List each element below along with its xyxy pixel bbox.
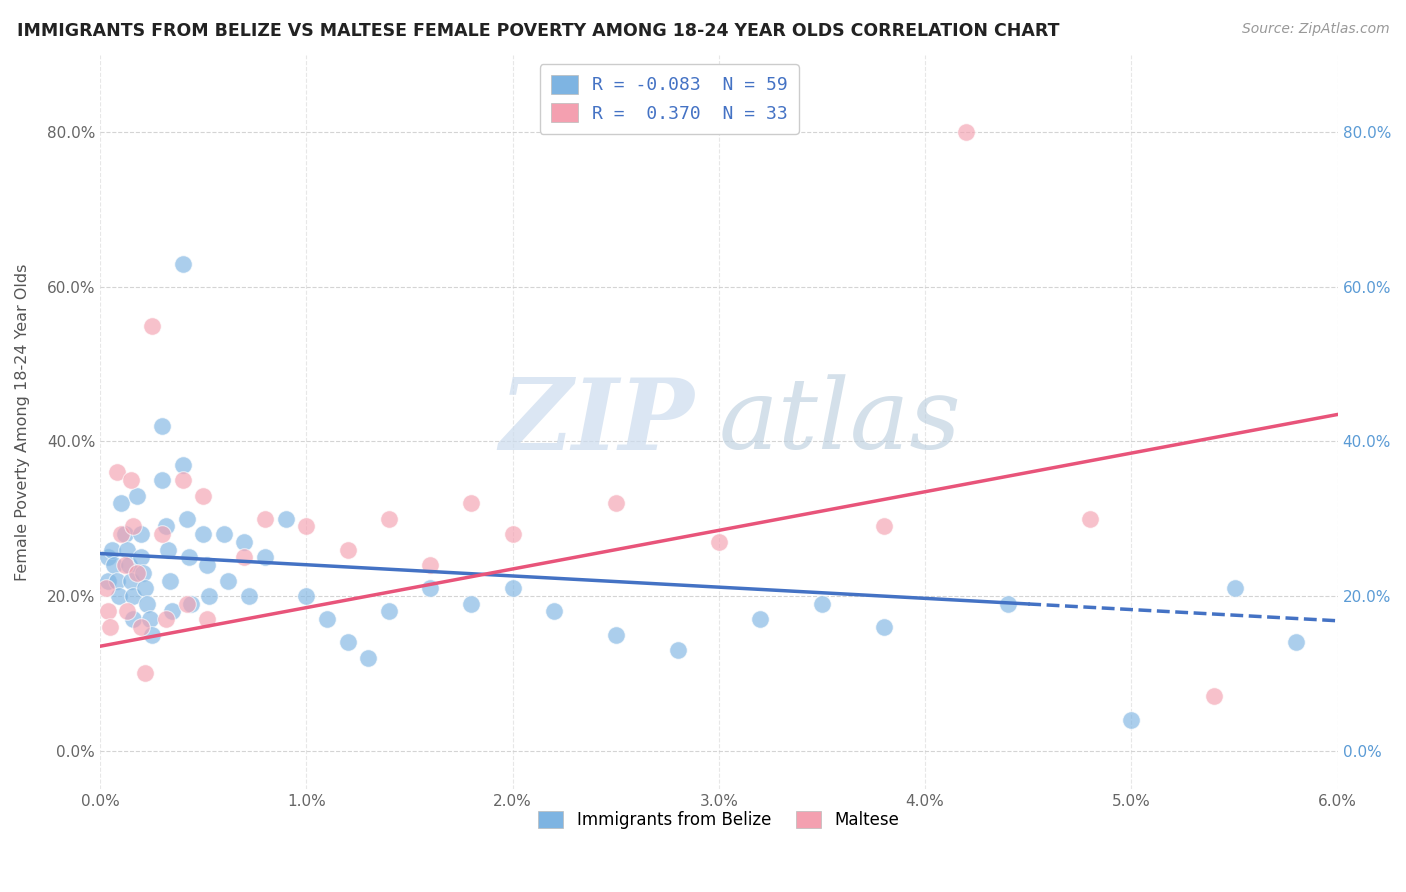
Point — [160, 605, 183, 619]
Point — [955, 125, 977, 139]
Point — [150, 419, 173, 434]
Point — [605, 496, 627, 510]
Point — [460, 597, 482, 611]
Point — [217, 574, 239, 588]
Point — [141, 628, 163, 642]
Legend: Immigrants from Belize, Maltese: Immigrants from Belize, Maltese — [531, 805, 905, 836]
Point — [122, 589, 145, 603]
Point — [1078, 512, 1101, 526]
Text: ZIP: ZIP — [499, 374, 695, 470]
Point — [212, 527, 235, 541]
Point — [460, 496, 482, 510]
Point — [357, 651, 380, 665]
Point — [115, 542, 138, 557]
Point — [155, 519, 177, 533]
Point — [129, 527, 152, 541]
Point — [105, 466, 128, 480]
Point — [378, 512, 401, 526]
Point — [134, 582, 156, 596]
Point — [873, 519, 896, 533]
Point — [122, 612, 145, 626]
Point — [115, 605, 138, 619]
Point — [103, 558, 125, 573]
Point — [666, 643, 689, 657]
Point — [238, 589, 260, 603]
Point — [419, 558, 441, 573]
Point — [129, 550, 152, 565]
Point — [233, 535, 256, 549]
Point — [191, 527, 214, 541]
Point — [157, 542, 180, 557]
Text: atlas: atlas — [718, 375, 962, 470]
Point — [295, 519, 318, 533]
Point — [195, 558, 218, 573]
Point — [114, 527, 136, 541]
Point — [707, 535, 730, 549]
Point — [316, 612, 339, 626]
Point — [176, 597, 198, 611]
Point — [502, 527, 524, 541]
Point — [997, 597, 1019, 611]
Point — [336, 635, 359, 649]
Point — [1285, 635, 1308, 649]
Point — [120, 473, 142, 487]
Point — [811, 597, 834, 611]
Point — [141, 318, 163, 333]
Point — [172, 458, 194, 472]
Point — [180, 597, 202, 611]
Point — [97, 550, 120, 565]
Point — [502, 582, 524, 596]
Point — [254, 550, 277, 565]
Point — [191, 489, 214, 503]
Point — [172, 257, 194, 271]
Point — [127, 566, 149, 580]
Point — [378, 605, 401, 619]
Point — [749, 612, 772, 626]
Point — [195, 612, 218, 626]
Point — [176, 512, 198, 526]
Point — [110, 527, 132, 541]
Point — [1121, 713, 1143, 727]
Text: IMMIGRANTS FROM BELIZE VS MALTESE FEMALE POVERTY AMONG 18-24 YEAR OLDS CORRELATI: IMMIGRANTS FROM BELIZE VS MALTESE FEMALE… — [17, 22, 1059, 40]
Point — [155, 612, 177, 626]
Point — [96, 582, 118, 596]
Point — [233, 550, 256, 565]
Point — [172, 473, 194, 487]
Point — [605, 628, 627, 642]
Y-axis label: Female Poverty Among 18-24 Year Olds: Female Poverty Among 18-24 Year Olds — [15, 263, 30, 581]
Point — [118, 558, 141, 573]
Point — [543, 605, 565, 619]
Point — [138, 612, 160, 626]
Point — [295, 589, 318, 603]
Point — [107, 589, 129, 603]
Point — [127, 489, 149, 503]
Point — [150, 473, 173, 487]
Point — [97, 574, 120, 588]
Point — [1202, 690, 1225, 704]
Point — [198, 589, 221, 603]
Point — [114, 558, 136, 573]
Point — [254, 512, 277, 526]
Point — [98, 620, 121, 634]
Point — [274, 512, 297, 526]
Text: Source: ZipAtlas.com: Source: ZipAtlas.com — [1241, 22, 1389, 37]
Point — [419, 582, 441, 596]
Point — [134, 666, 156, 681]
Point — [110, 496, 132, 510]
Point — [132, 566, 155, 580]
Point — [97, 605, 120, 619]
Point — [873, 620, 896, 634]
Point — [129, 620, 152, 634]
Point — [159, 574, 181, 588]
Point — [105, 574, 128, 588]
Point — [136, 597, 159, 611]
Point — [101, 542, 124, 557]
Point — [120, 574, 142, 588]
Point — [150, 527, 173, 541]
Point — [177, 550, 200, 565]
Point — [1223, 582, 1246, 596]
Point — [336, 542, 359, 557]
Point — [122, 519, 145, 533]
